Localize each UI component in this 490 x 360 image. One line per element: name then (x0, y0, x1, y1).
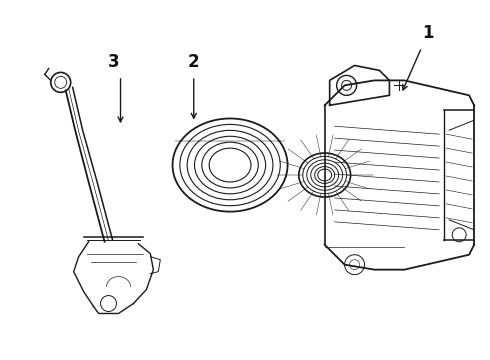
Text: 1: 1 (422, 24, 434, 42)
Text: 2: 2 (188, 53, 199, 71)
Text: 3: 3 (107, 53, 119, 71)
